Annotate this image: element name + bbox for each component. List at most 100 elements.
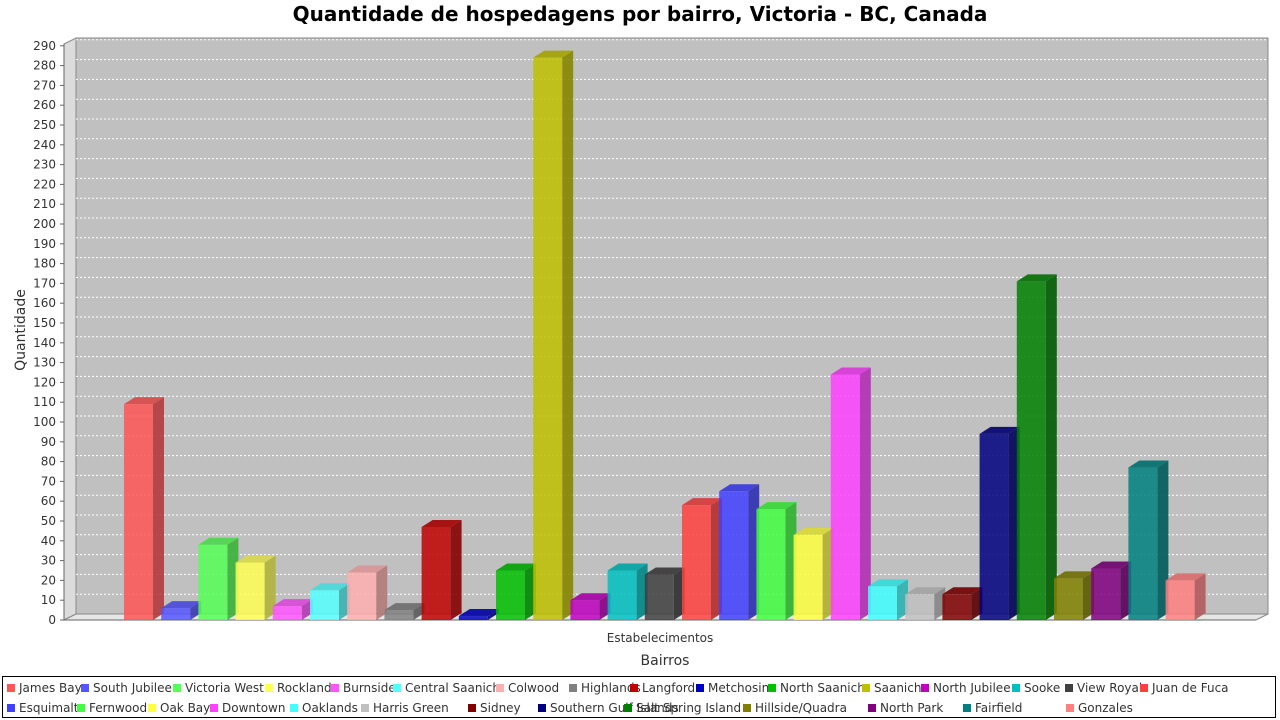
bar-fernwood xyxy=(756,502,797,620)
legend-item: Oak Bay xyxy=(148,701,210,715)
y-tick-label: 230 xyxy=(33,158,56,172)
y-tick-label: 90 xyxy=(41,435,56,449)
legend-item: Sooke xyxy=(1012,681,1060,695)
legend-item: Metchosin xyxy=(696,681,769,695)
y-tick-label: 20 xyxy=(41,573,56,587)
legend-label: Rockland xyxy=(277,681,332,695)
legend-swatch xyxy=(210,704,218,712)
legend-label: Sidney xyxy=(480,701,521,715)
bar-oaklands xyxy=(868,579,908,620)
legend-item: Burnside xyxy=(331,681,396,695)
y-tick-label: 60 xyxy=(41,494,56,508)
legend-label: Central Saanich xyxy=(405,681,500,695)
legend-label: Metchosin xyxy=(708,681,770,695)
bar-oak-bay xyxy=(793,527,834,620)
legend-label: Southern Gulf Islands xyxy=(550,701,679,715)
legend-swatch xyxy=(1065,684,1073,692)
y-tick-label: 200 xyxy=(33,217,56,231)
bar-north-jubilee xyxy=(570,593,611,620)
legend-swatch xyxy=(361,704,369,712)
chart-title: Quantidade de hospedagens por bairro, Vi… xyxy=(292,2,988,26)
legend-item: Hillside/Quadra xyxy=(743,701,847,715)
y-tick-label: 140 xyxy=(33,336,56,350)
legend-label: Oak Bay xyxy=(160,701,211,715)
bar-southern-gulf-islands xyxy=(979,426,1020,620)
legend-swatch xyxy=(868,704,876,712)
y-axis-title: Quantidade xyxy=(13,289,29,371)
y-tick-label: 240 xyxy=(33,138,56,152)
legend-item: Victoria West xyxy=(173,681,264,695)
y-tick-label: 250 xyxy=(33,118,56,132)
y-tick-label: 80 xyxy=(41,455,56,469)
legend-item: Fairfield xyxy=(963,701,1022,715)
y-tick-label: 220 xyxy=(33,177,56,191)
legend-item: Langford xyxy=(630,681,695,695)
legend-swatch xyxy=(569,684,577,692)
y-tick-label: 70 xyxy=(41,474,56,488)
legend-swatch xyxy=(1012,684,1020,692)
legend-label: Hillside/Quadra xyxy=(755,701,847,715)
bar-chart: 0 10 20 30 40 50 60 70 80 90 100 110 120 130 140 150 160… xyxy=(13,37,1269,669)
legend-item: North Saanich xyxy=(768,681,865,695)
bar-esquimalt xyxy=(719,484,760,620)
legend-item: South Jubilee xyxy=(81,681,172,695)
y-tick-label: 120 xyxy=(33,375,56,389)
legend-label: Victoria West xyxy=(185,681,264,695)
y-tick-label: 130 xyxy=(33,356,56,370)
legend-label: Highlands xyxy=(581,681,641,695)
legend-swatch xyxy=(1066,704,1074,712)
bar-langford xyxy=(421,519,462,620)
bar-central-saanich xyxy=(310,583,350,620)
bar-north-park xyxy=(1091,561,1132,620)
legend-item: Southern Gulf Islands xyxy=(538,701,679,715)
bar-victoria-west xyxy=(198,537,239,620)
bar-salt-spring-island xyxy=(1016,274,1057,620)
legend-label: James Bay xyxy=(19,681,82,695)
y-tick-label: 190 xyxy=(33,237,56,251)
y-tick-label: 290 xyxy=(33,39,56,53)
plot-side-wall xyxy=(63,37,77,621)
plot-background xyxy=(75,37,1269,615)
y-tick-label: 210 xyxy=(33,197,56,211)
y-tick-label: 10 xyxy=(41,593,56,607)
bar-hillside-quadra xyxy=(1054,571,1094,620)
legend-item: Highlands xyxy=(569,681,641,695)
legend-swatch xyxy=(290,704,298,712)
bar-sooke xyxy=(607,563,648,620)
legend-label: View Royal xyxy=(1077,681,1143,695)
legend-swatch xyxy=(81,684,89,692)
legend-item: North Jubilee xyxy=(921,681,1011,695)
y-tick-label: 180 xyxy=(33,257,56,271)
legend-label: Salt Spring Island xyxy=(636,701,742,715)
bar-saanich xyxy=(533,50,574,621)
legend-label: Fernwood xyxy=(89,701,148,715)
bar-sidney xyxy=(942,587,983,620)
legend-item: North Park xyxy=(868,701,943,715)
chart-legend: James Bay South Jubilee Victoria West Rockl… xyxy=(2,676,1276,718)
y-tick-label: 30 xyxy=(41,554,56,568)
legend-label: Colwood xyxy=(508,681,560,695)
legend-label: Esquimalt xyxy=(19,701,79,715)
legend-item: Colwood xyxy=(496,681,559,695)
legend-label: North Park xyxy=(880,701,944,715)
legend-label: Burnside xyxy=(343,681,396,695)
y-tick-label: 260 xyxy=(33,98,56,112)
bar-fairfield xyxy=(1128,460,1169,620)
legend-swatch xyxy=(148,704,156,712)
legend-label: North Saanich xyxy=(780,681,865,695)
legend-swatch xyxy=(963,704,971,712)
bar-harris-green xyxy=(905,587,946,620)
legend-label: Fairfield xyxy=(975,701,1023,715)
legend-swatch xyxy=(393,684,401,692)
legend-label: Harris Green xyxy=(373,701,449,715)
legend-swatch xyxy=(696,684,704,692)
bar-north-saanich xyxy=(496,563,536,620)
legend-item: Rockland xyxy=(265,681,332,695)
x-axis-title: Bairros xyxy=(641,653,690,669)
y-tick-label: 0 xyxy=(48,613,56,627)
legend-swatch xyxy=(743,704,751,712)
y-tick-label: 170 xyxy=(33,276,56,290)
bar-view-royal xyxy=(644,567,685,620)
legend-swatch xyxy=(862,684,870,692)
legend-swatch xyxy=(630,684,638,692)
